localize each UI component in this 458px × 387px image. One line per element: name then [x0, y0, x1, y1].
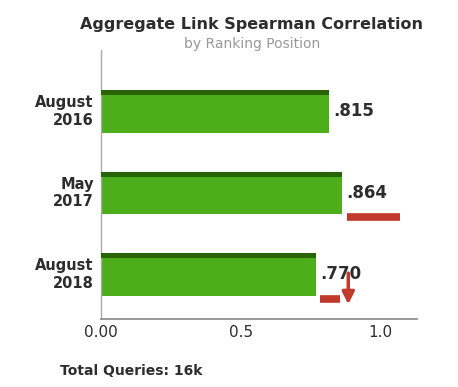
Text: by Ranking Position: by Ranking Position	[184, 37, 320, 51]
Text: .770: .770	[320, 265, 361, 283]
Bar	[101, 90, 329, 95]
Bar	[101, 253, 316, 259]
Text: Aggregate Link Spearman Correlation: Aggregate Link Spearman Correlation	[81, 17, 423, 33]
Bar	[101, 172, 343, 177]
Text: Total Queries: 16k: Total Queries: 16k	[60, 365, 202, 378]
Bar	[101, 172, 343, 214]
Text: .864: .864	[347, 184, 387, 202]
Text: August
2016: August 2016	[35, 95, 94, 128]
Text: .815: .815	[333, 103, 374, 120]
Text: August
2018: August 2018	[35, 258, 94, 291]
Bar	[101, 253, 316, 296]
Bar	[101, 90, 329, 133]
Text: May
2017: May 2017	[53, 177, 94, 209]
